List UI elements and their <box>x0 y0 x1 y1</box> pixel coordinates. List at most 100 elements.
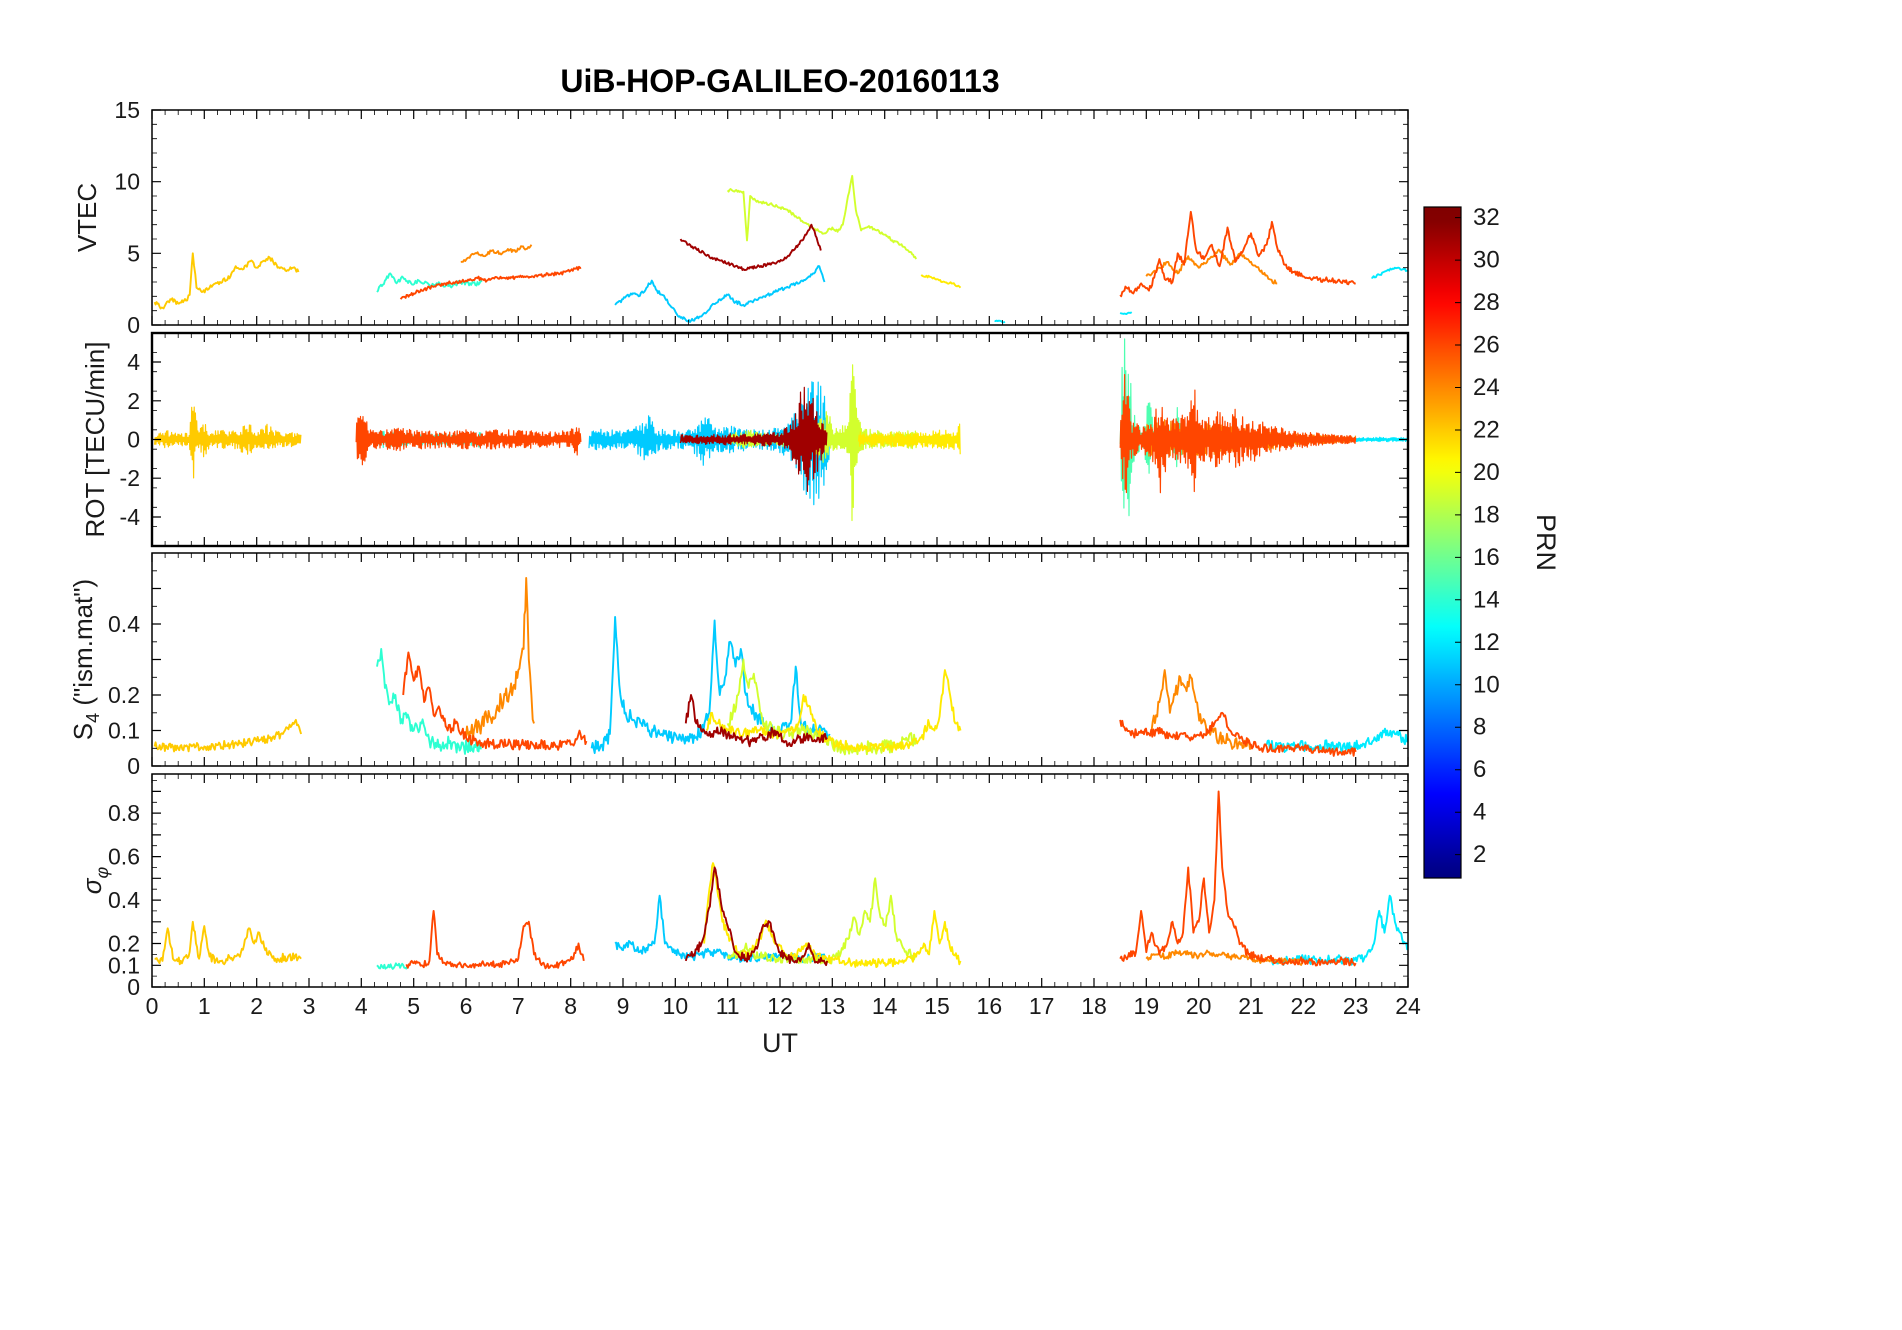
ytick-label-rot-4: 4 <box>127 349 140 375</box>
series-prn-26 <box>1119 374 1357 494</box>
ytick-label-rot--2: -2 <box>120 465 140 491</box>
series-prn-24 <box>465 576 535 740</box>
minor-ticks-rot <box>152 332 1408 547</box>
xtick-label-10: 10 <box>663 993 689 1019</box>
figure-title: UiB-HOP-GALILEO-20160113 <box>560 63 999 99</box>
ytick-label-s4-0.2: 0.2 <box>108 682 140 708</box>
series-prn-26 <box>399 265 582 300</box>
series-prn-22 <box>154 920 302 966</box>
colorbar-tick-label-12: 12 <box>1473 629 1500 656</box>
series-prn-24 <box>1150 669 1252 751</box>
series-prn-12 <box>1119 311 1133 316</box>
series-prn-26 <box>405 909 585 970</box>
series-prn-21 <box>857 423 961 455</box>
series-prn-12 <box>1371 266 1408 279</box>
xtick-label-17: 17 <box>1029 993 1055 1019</box>
ytick-label-s4-0.1: 0.1 <box>108 718 140 744</box>
xtick-label-2: 2 <box>250 993 263 1019</box>
ylabel-rot: ROT [TECU/min] <box>80 342 110 538</box>
ytick-label-sigma-phi-0.8: 0.8 <box>108 800 140 826</box>
series-prn-14 <box>376 647 482 755</box>
ytick-label-vtec-15: 15 <box>114 97 140 123</box>
series-prn-31 <box>684 694 828 748</box>
series-group-sigma-phi <box>154 790 1408 970</box>
series-prn-26 <box>1119 711 1357 757</box>
ytick-label-rot-2: 2 <box>127 388 140 414</box>
series-prn-19 <box>726 174 917 260</box>
ytick-label-rot--4: -4 <box>120 504 141 530</box>
subplot-s4: 0 0.1 0.2 0.4S4 ("ism.mat") <box>68 552 1409 779</box>
series-prn-24 <box>460 244 533 263</box>
xtick-label-20: 20 <box>1186 993 1212 1019</box>
ytick-label-sigma-phi-0: 0 <box>127 974 140 1000</box>
series-prn-14 <box>376 962 410 970</box>
xtick-label-8: 8 <box>564 993 577 1019</box>
series-prn-21 <box>703 862 962 969</box>
axes-box-sigma-phi <box>151 773 1409 988</box>
xtick-label-5: 5 <box>407 993 420 1019</box>
series-prn-12 <box>1270 894 1408 966</box>
xtick-label-4: 4 <box>355 993 368 1019</box>
xtick-label-1: 1 <box>198 993 211 1019</box>
series-prn-14 <box>376 272 483 293</box>
ytick-label-sigma-phi-0.1: 0.1 <box>108 952 140 978</box>
ytick-label-sigma-phi-0.6: 0.6 <box>108 844 140 870</box>
xtick-label-6: 6 <box>460 993 473 1019</box>
series-prn-26 <box>1119 790 1357 967</box>
xtick-label-15: 15 <box>924 993 950 1019</box>
colorbar-title: PRN <box>1531 514 1561 571</box>
ytick-label-vtec-10: 10 <box>114 169 140 195</box>
xtick-label-11: 11 <box>716 993 740 1019</box>
colorbar-tick-label-20: 20 <box>1473 459 1500 486</box>
colorbar-tick-label-18: 18 <box>1473 501 1500 528</box>
xtick-label-16: 16 <box>977 993 1003 1019</box>
minor-ticks-s4 <box>152 552 1408 766</box>
xtick-label-13: 13 <box>820 993 846 1019</box>
xtick-label-24: 24 <box>1395 993 1421 1019</box>
ytick-label-sigma-phi-0.2: 0.2 <box>108 931 140 957</box>
series-prn-22 <box>153 252 300 310</box>
xtick-label-14: 14 <box>872 993 898 1019</box>
colorbar-tick-label-10: 10 <box>1473 671 1500 698</box>
series-prn-31 <box>679 223 822 272</box>
series-group-rot <box>154 338 1408 522</box>
xtick-label-19: 19 <box>1134 993 1160 1019</box>
series-prn-11 <box>614 265 826 323</box>
colorbar-tick-label-16: 16 <box>1473 544 1500 571</box>
colorbar-tick-label-32: 32 <box>1473 204 1500 231</box>
colorbar-tick-label-26: 26 <box>1473 332 1500 359</box>
colorbar-gradient <box>1424 207 1461 878</box>
ytick-label-s4-0.4: 0.4 <box>108 611 140 637</box>
xtick-label-23: 23 <box>1343 993 1369 1019</box>
x-axis-title: UT <box>762 1028 798 1058</box>
series-prn-22 <box>154 406 302 479</box>
colorbar-tick-label-22: 22 <box>1473 416 1500 443</box>
colorbar-tick-label-28: 28 <box>1473 289 1500 316</box>
series-group-s4 <box>153 576 1408 757</box>
xtick-label-12: 12 <box>767 993 793 1019</box>
colorbar-tick-label-24: 24 <box>1473 374 1500 401</box>
xtick-label-9: 9 <box>617 993 630 1019</box>
xtick-label-22: 22 <box>1291 993 1317 1019</box>
xtick-label-3: 3 <box>303 993 316 1019</box>
ytick-label-s4-0: 0 <box>127 753 140 779</box>
series-prn-22 <box>153 718 303 753</box>
series-prn-26 <box>1119 210 1356 298</box>
colorbar-tick-label-4: 4 <box>1473 799 1486 826</box>
axes-box-rot <box>150 331 1410 548</box>
series-prn-26 <box>355 415 582 466</box>
series-prn-21 <box>705 669 962 753</box>
colorbar-tick-label-2: 2 <box>1473 841 1486 868</box>
xtick-label-7: 7 <box>512 993 525 1019</box>
subplot-rot: -4 -2 0 2 4 ROT [TECU/min] <box>80 331 1410 548</box>
series-prn-31 <box>680 386 828 492</box>
series-prn-12 <box>994 319 1006 324</box>
colorbar-tick-label-8: 8 <box>1473 714 1486 741</box>
major-ticks-vtec <box>151 109 1409 326</box>
ytick-label-vtec-0: 0 <box>127 312 140 338</box>
series-prn-31 <box>684 866 829 967</box>
minor-ticks-vtec <box>152 110 1408 325</box>
